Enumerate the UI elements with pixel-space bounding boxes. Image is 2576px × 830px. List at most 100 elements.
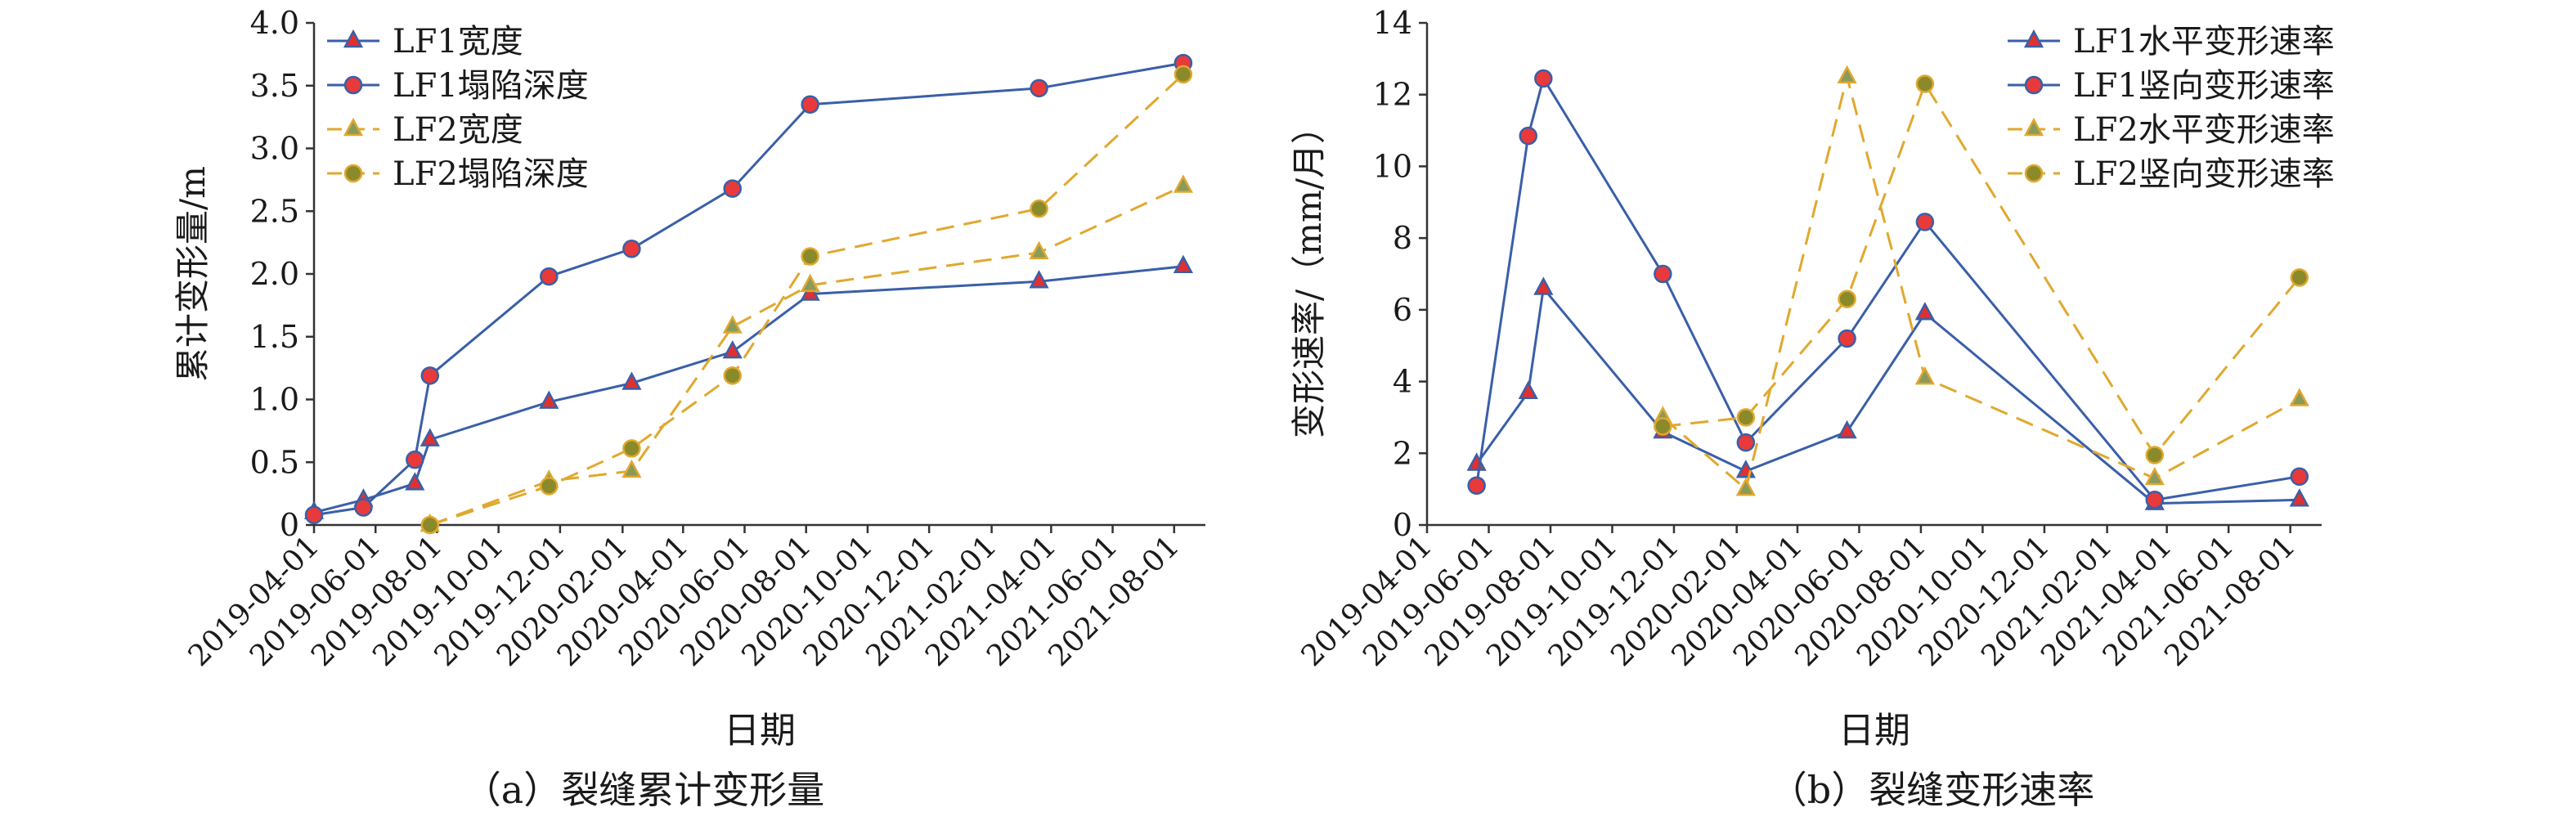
chart-b-data-point <box>1837 419 1857 439</box>
chart-a-data-point <box>722 315 743 334</box>
chart-a-data-point <box>801 247 819 266</box>
chart-b-data-point <box>1915 74 1935 93</box>
chart-b-data-point <box>1837 65 1857 84</box>
chart-b-data-point <box>1519 126 1538 146</box>
chart-b-legend-marker <box>2023 117 2044 137</box>
chart-b-legend-marker <box>2024 164 2044 183</box>
chart-a-legend-marker <box>343 29 364 48</box>
chart-b-data-point <box>1467 476 1486 496</box>
chart-a-series-2 <box>304 53 1193 524</box>
chart-a-y-tick-label: 2.0 <box>250 256 299 292</box>
chart-b-y-tick-label: 2 <box>1393 435 1412 471</box>
chart-a-series-line <box>313 265 1184 514</box>
chart-b-data-point <box>1518 380 1538 399</box>
chart-a-series-4 <box>420 65 1193 535</box>
chart-b-y-tick-label: 4 <box>1393 364 1412 400</box>
chart-a-data-point <box>1029 240 1049 260</box>
chart-b-data-point <box>1838 289 1856 308</box>
chart-b-data-point <box>1654 417 1672 436</box>
chart-b-legend-marker <box>2024 75 2044 95</box>
chart-a-data-point <box>406 450 424 469</box>
chart-b-deformation-rate: 024681012142019-04-012019-06-012019-08-0… <box>1289 5 2335 751</box>
chart-a-y-tick-label: 2.5 <box>250 193 299 229</box>
chart-a-series-3 <box>420 174 1193 532</box>
chart-a-data-point <box>722 340 743 359</box>
chart-a-data-point <box>539 390 559 409</box>
chart-b-series-2 <box>1467 69 2309 509</box>
chart-b-data-point <box>2289 488 2309 507</box>
chart-a-legend: LF1宽度 LF1塌陷深度 LF2宽度 LF2塌陷深度 <box>327 23 589 193</box>
chart-a-data-point <box>420 366 440 385</box>
chart-b-legend-label: LF2竖向变形速率 <box>2073 155 2335 193</box>
chart-b-series-line <box>1663 83 2300 456</box>
chart-b-data-point <box>2290 268 2309 287</box>
chart-a-data-point <box>405 472 425 491</box>
chart-a-data-point <box>1173 254 1193 274</box>
chart-b-data-point <box>1735 478 1756 496</box>
chart-b-y-tick-label: 6 <box>1393 292 1412 328</box>
chart-b-data-point <box>2145 446 2165 464</box>
chart-b-data-point <box>1838 329 1856 348</box>
chart-b-data-point <box>1915 213 1935 231</box>
chart-a-y-axis-title: 累计变形量/m <box>173 166 213 382</box>
chart-a-series-1 <box>303 254 1193 519</box>
chart-a-x-axis-title: 日期 <box>724 710 796 751</box>
chart-a-data-point <box>540 477 559 496</box>
chart-a-data-point <box>800 282 820 301</box>
chart-b-legend-label: LF1竖向变形速率 <box>2073 67 2335 105</box>
chart-b-data-point <box>2144 466 2165 486</box>
caption-b: （b）裂缝变形速率 <box>1769 768 2095 812</box>
chart-a-series-line <box>313 61 1184 517</box>
chart-a-legend-label: LF2宽度 <box>393 111 523 149</box>
chart-b-y-tick-label: 10 <box>1373 148 1412 184</box>
chart-b-data-point <box>1736 408 1756 427</box>
chart-b-y-axis-title: 变形速率/（mm/月） <box>1289 110 1329 438</box>
chart-a-series-line <box>429 185 1184 527</box>
chart-b-data-point <box>2289 388 2309 406</box>
chart-b-legend: LF1水平变形速率 LF1竖向变形速率 LF2水平变形速率 LF2竖向变形速率 <box>2008 23 2335 193</box>
chart-b-y-tick-label: 0 <box>1393 507 1412 543</box>
chart-a-legend-label: LF1塌陷深度 <box>393 67 589 105</box>
chart-a-cumulative-deformation: 00.51.01.52.02.53.03.54.02019-04-012019-… <box>173 5 1205 751</box>
chart-a-data-point <box>1029 270 1049 289</box>
chart-a-data-point <box>420 515 440 535</box>
chart-b-legend-label: LF1水平变形速率 <box>2073 23 2335 61</box>
chart-b-y-tick-label: 12 <box>1373 77 1412 113</box>
chart-b-series-line <box>1475 287 2300 505</box>
chart-a-y-tick-label: 1.5 <box>250 319 299 355</box>
chart-a-data-point <box>622 371 642 390</box>
chart-a-data-point <box>622 459 642 478</box>
chart-b-data-point <box>2290 467 2309 487</box>
chart-a-data-point <box>622 240 641 258</box>
chart-b-legend-label: LF2水平变形速率 <box>2073 111 2335 149</box>
chart-a-data-point <box>540 267 559 286</box>
chart-b-series-line <box>1662 75 2300 491</box>
chart-b-data-point <box>1914 302 1935 321</box>
chart-a-y-tick-label: 4.0 <box>250 5 299 41</box>
chart-a-y-tick-label: 0 <box>280 507 299 543</box>
chart-a-data-point <box>1030 79 1048 98</box>
panel-b: 0 2 4 6 8 10 12 14 2019-04-01 2019-06-01 2019-08-0… <box>1288 0 2576 830</box>
chart-a-y-tick-label: 3.5 <box>250 68 299 104</box>
chart-a-legend-marker <box>343 117 364 137</box>
chart-a-legend-marker <box>343 75 363 95</box>
chart-a-data-point <box>800 273 820 293</box>
chart-a-data-point <box>723 179 742 198</box>
chart-a-data-point <box>420 428 440 446</box>
chart-b-data-point <box>1736 433 1756 452</box>
caption-a: （a）裂缝累计变形量 <box>463 768 825 812</box>
chart-a-data-point <box>801 95 819 114</box>
chart-b-data-point <box>2145 491 2165 509</box>
chart-b-data-point <box>1914 366 1935 385</box>
chart-b-legend-marker <box>2023 29 2044 48</box>
chart-b-data-point <box>1533 276 1554 295</box>
chart-b-series-1 <box>1466 276 2309 510</box>
chart-b-data-point <box>1654 264 1672 284</box>
chart-a-data-point <box>1174 65 1193 84</box>
chart-a-y-tick-label: 0.5 <box>250 444 299 480</box>
chart-a-y-tick-label: 1.0 <box>250 382 299 418</box>
chart-a-data-point <box>622 439 641 458</box>
chart-a-y-tick-label: 3.0 <box>250 131 299 167</box>
chart-a-legend-label: LF2塌陷深度 <box>393 155 589 193</box>
